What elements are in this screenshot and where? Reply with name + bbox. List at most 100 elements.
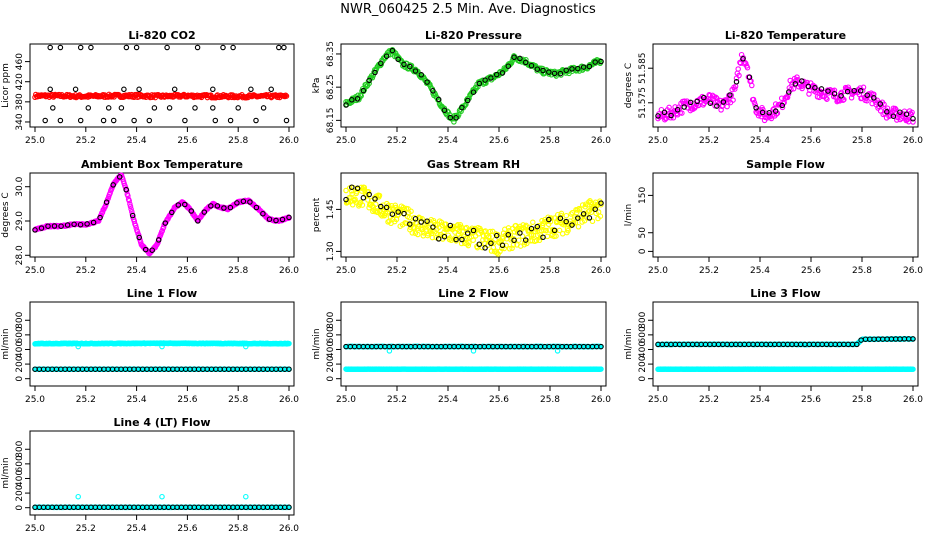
data-point	[142, 246, 149, 253]
y-tick-label: 51.575	[638, 87, 648, 119]
data-point	[511, 54, 517, 61]
data-point	[668, 112, 674, 119]
x-tick-label: 25.4	[127, 524, 147, 534]
chart-title: Li-820 Temperature	[725, 29, 846, 42]
y-tick-label: 30.0	[15, 176, 25, 196]
x-tick-label: 26.0	[903, 266, 923, 276]
y-axis-label: ml/min	[624, 328, 634, 359]
data-point	[655, 113, 661, 119]
data-point	[424, 79, 430, 85]
x-tick-label: 26.0	[591, 136, 611, 146]
data-point	[358, 93, 364, 99]
data-point	[658, 106, 665, 113]
data-point	[860, 84, 867, 91]
data-point	[71, 221, 77, 228]
data-point	[592, 59, 598, 65]
data-point	[706, 91, 712, 98]
x-tick-label: 25.4	[750, 395, 770, 405]
chart-li820-co2: Li-820 CO2 25.0 25.2 25.4 25.6 25.8 26.0 340 380…	[1, 29, 299, 146]
series-black	[32, 504, 292, 511]
y-axis-label: ml/min	[1, 328, 11, 359]
data-point	[568, 211, 574, 217]
data-point	[805, 83, 812, 90]
data-point	[164, 44, 170, 51]
data-point	[580, 64, 587, 70]
data-point	[522, 59, 529, 66]
data-point	[131, 117, 137, 124]
data-point	[848, 95, 855, 101]
x-tick-label: 25.8	[228, 136, 248, 146]
data-point	[483, 80, 489, 86]
data-point	[707, 100, 714, 106]
data-point	[282, 92, 289, 98]
data-point	[201, 209, 208, 215]
data-point	[825, 88, 831, 94]
data-point	[746, 74, 753, 80]
data-point	[575, 65, 581, 72]
series-green	[343, 46, 604, 125]
data-point	[812, 85, 818, 91]
data-point	[90, 219, 97, 226]
data-point	[240, 198, 247, 205]
data-point	[556, 227, 563, 234]
data-point	[772, 108, 779, 114]
data-point	[125, 193, 131, 199]
data-point	[32, 227, 38, 233]
data-point	[182, 117, 188, 124]
data-point	[383, 53, 390, 59]
chart-ambient-box-temperature: Ambient Box Temperature 25.0 25.2 25.4 25.6 2…	[1, 158, 299, 276]
data-point	[212, 117, 219, 124]
y-tick-label: 460	[15, 53, 25, 70]
data-point	[867, 95, 874, 101]
y-tick-label: 380	[15, 93, 25, 110]
y-tick-label: 340	[15, 113, 25, 130]
data-point	[159, 493, 165, 500]
data-point	[482, 245, 488, 251]
plot-frame	[340, 172, 607, 258]
x-tick-label: 25.4	[127, 136, 147, 146]
series-black	[343, 184, 604, 251]
data-point	[790, 86, 797, 92]
x-tick-label: 25.8	[228, 395, 248, 405]
data-point	[395, 56, 401, 63]
data-point	[123, 186, 129, 193]
data-point	[572, 214, 578, 220]
data-point	[838, 89, 845, 96]
plot-frame	[652, 172, 919, 258]
x-tick-label: 25.6	[177, 266, 197, 276]
data-point	[85, 105, 92, 111]
data-point	[551, 215, 558, 221]
data-point	[470, 237, 476, 243]
data-point	[188, 208, 195, 214]
data-point	[884, 109, 890, 115]
data-point	[230, 44, 236, 51]
data-point	[844, 88, 851, 95]
data-point	[532, 228, 539, 235]
data-point	[851, 87, 857, 94]
x-tick-label: 25.2	[387, 395, 407, 405]
data-point	[389, 47, 396, 54]
data-point	[586, 63, 593, 70]
x-tick-label: 25.0	[25, 395, 45, 405]
data-point	[563, 67, 569, 74]
x-tick-label: 25.6	[177, 395, 197, 405]
y-tick-label: 68.35	[326, 41, 336, 67]
data-point	[171, 86, 178, 93]
data-point	[133, 44, 140, 51]
data-point	[730, 97, 736, 103]
x-tick-label: 25.2	[76, 136, 96, 146]
data-point	[409, 230, 416, 236]
data-point	[569, 66, 575, 72]
data-point	[794, 74, 800, 80]
data-point	[415, 231, 421, 238]
data-point	[540, 67, 546, 74]
data-point	[786, 89, 792, 95]
y-tick-label: 0	[15, 505, 25, 511]
data-point	[537, 234, 544, 241]
data-point	[565, 227, 571, 234]
data-point	[214, 203, 221, 209]
data-point	[589, 218, 596, 225]
data-point	[116, 174, 123, 180]
y-tick-label: 51.585	[638, 52, 648, 84]
